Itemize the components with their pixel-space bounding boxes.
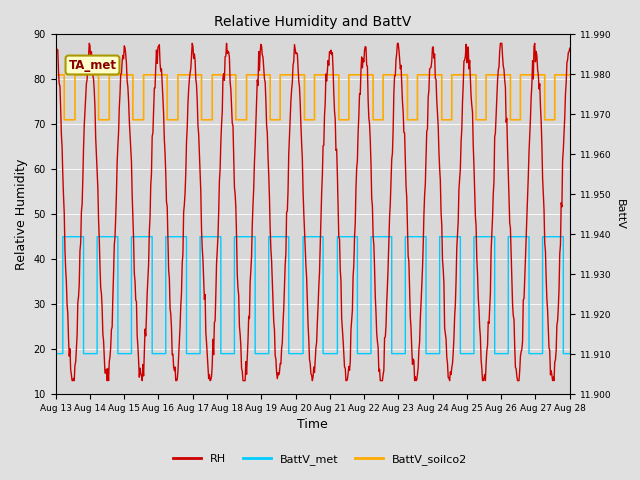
X-axis label: Time: Time bbox=[298, 419, 328, 432]
Y-axis label: BattV: BattV bbox=[615, 199, 625, 229]
Legend: RH, BattV_met, BattV_soilco2: RH, BattV_met, BattV_soilco2 bbox=[169, 450, 471, 469]
Title: Relative Humidity and BattV: Relative Humidity and BattV bbox=[214, 15, 412, 29]
Text: TA_met: TA_met bbox=[68, 59, 116, 72]
Y-axis label: Relative Humidity: Relative Humidity bbox=[15, 158, 28, 270]
